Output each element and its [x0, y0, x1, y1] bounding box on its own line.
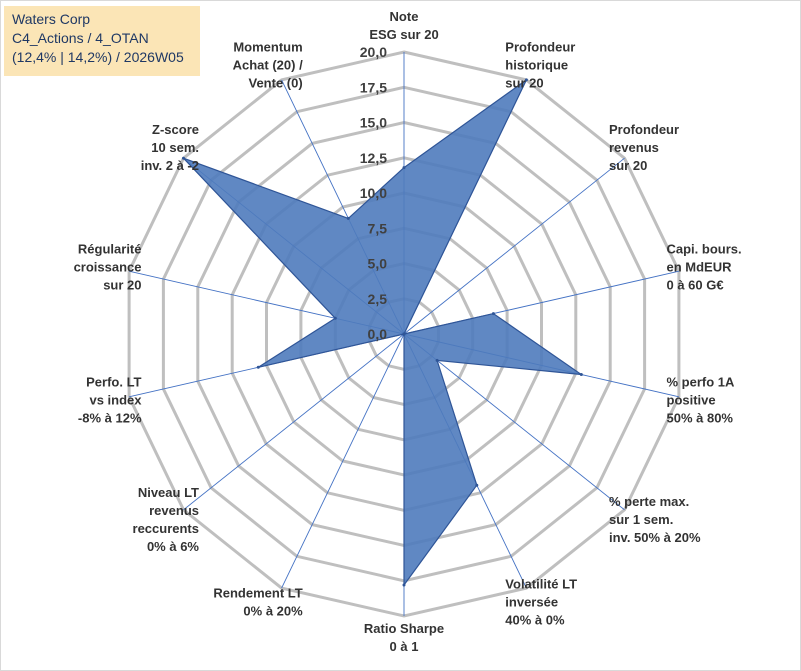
data-point: [475, 483, 479, 487]
axis-label-line: ESG sur 20: [369, 27, 438, 42]
company-name: Waters Corp: [12, 11, 91, 27]
data-point: [402, 332, 406, 336]
axis-label-line: positive: [667, 392, 716, 407]
data-point: [491, 312, 495, 316]
axis-label-line: sur 20: [505, 76, 543, 91]
data-point: [402, 166, 406, 170]
data-point: [346, 216, 350, 220]
axis-label-line: 0% à 6%: [147, 539, 199, 554]
portfolio-stats: (12,4% | 14,2%) / 2026W05: [12, 49, 184, 65]
tick-label: 12,5: [360, 150, 387, 166]
axis-label-line: en MdEUR: [667, 260, 733, 275]
axis-label-line: inversée: [505, 595, 558, 610]
tick-label: 5,0: [368, 256, 388, 272]
axis-label-line: reccurents: [133, 521, 199, 536]
portfolio-name: C4_Actions / 4_OTAN: [12, 30, 149, 46]
axis-label: Z-score 10 sem. inv. 2 à -2: [141, 122, 199, 173]
axis-label-line: Niveau LT: [138, 485, 199, 500]
axis-label: Perfo. LT vs index -8% à 12%: [78, 374, 142, 425]
axis-label-line: 0% à 20%: [243, 604, 303, 619]
axis-label-line: Ratio Sharpe: [364, 621, 444, 636]
axis-label-line: Profondeur: [505, 40, 575, 55]
axis-label: % perfo 1A positive 50% à 80%: [667, 374, 736, 425]
tick-label: 0,0: [368, 326, 388, 342]
axis-label-line: Momentum: [233, 40, 302, 55]
axis-spoke: [281, 333, 405, 589]
data-point: [182, 156, 185, 160]
axis-label-line: Vente (0): [249, 76, 303, 91]
data-point: [524, 78, 528, 82]
tick-label: 15,0: [360, 115, 387, 131]
axis-label: % perte max. sur 1 sem. inv. 50% à 20%: [609, 494, 701, 545]
axis-label-line: 50% à 80%: [667, 410, 734, 425]
axis-spoke: [403, 333, 625, 511]
axis-label-line: Note: [390, 9, 419, 24]
axis-label-line: sur 20: [609, 158, 647, 173]
axis-label-line: Régularité: [78, 242, 142, 257]
axis-label-line: vs index: [89, 392, 142, 407]
axis-label: Ratio Sharpe 0 à 1: [364, 621, 444, 654]
axis-label-line: sur 1 sem.: [609, 512, 673, 527]
data-point: [256, 365, 260, 369]
axis-label-line: sur 20: [103, 278, 141, 293]
axis-label-line: Perfo. LT: [86, 374, 141, 389]
tick-label: 10,0: [360, 185, 387, 201]
axis-label-line: inv. 2 à -2: [141, 158, 199, 173]
axis-label-line: Volatilité LT: [505, 577, 577, 592]
axis-spoke: [403, 157, 625, 335]
axis-label-line: revenus: [149, 503, 199, 518]
axis-label-line: croissance: [74, 260, 142, 275]
data-series-area: [183, 79, 584, 587]
axis-label-line: Profondeur: [609, 122, 679, 137]
axis-label-line: 0 à 60 G€: [667, 278, 724, 293]
tick-label: 2,5: [368, 291, 388, 307]
data-point: [333, 316, 337, 320]
axis-label: Note ESG sur 20: [369, 9, 438, 42]
axis-label-line: historique: [505, 58, 568, 73]
axis-label: Régularité croissance sur 20: [74, 242, 142, 293]
axis-label-line: inv. 50% à 20%: [609, 530, 701, 545]
tick-label: 20,0: [360, 44, 387, 60]
axis-label-line: -8% à 12%: [78, 410, 142, 425]
axis-label-line: 40% à 0%: [505, 613, 565, 628]
data-point: [435, 358, 439, 362]
axis-label: Capi. bours. en MdEUR 0 à 60 G€: [667, 242, 742, 293]
axis-label: Volatilité LT inversée 40% à 0%: [505, 577, 577, 628]
axis-label: Niveau LT revenus reccurents 0% à 6%: [133, 485, 200, 554]
axis-spoke: [183, 333, 405, 511]
axis-label-line: revenus: [609, 140, 659, 155]
axis-label-line: % perte max.: [609, 494, 689, 509]
axis-label-line: Capi. bours.: [667, 242, 742, 257]
data-point: [579, 373, 583, 376]
tick-label: 17,5: [360, 79, 387, 95]
axis-label: Momentum Achat (20) / Vente (0): [233, 40, 303, 91]
axis-label-line: 10 sem.: [151, 140, 199, 155]
info-box: Waters Corp C4_Actions / 4_OTAN (12,4% |…: [4, 6, 200, 76]
tick-label: 7,5: [368, 220, 388, 236]
axis-label: Rendement LT 0% à 20%: [213, 586, 303, 619]
axis-label: Profondeur historique sur 20: [505, 40, 575, 91]
axis-label-line: Z-score: [152, 122, 199, 137]
axis-label: Profondeur revenus sur 20: [609, 122, 679, 173]
axis-label-line: % perfo 1A: [667, 374, 736, 389]
axis-label-line: Rendement LT: [213, 586, 302, 601]
axis-label-line: 0 à 1: [390, 639, 419, 654]
axis-label-line: Achat (20) /: [233, 58, 303, 73]
data-point: [402, 583, 406, 587]
